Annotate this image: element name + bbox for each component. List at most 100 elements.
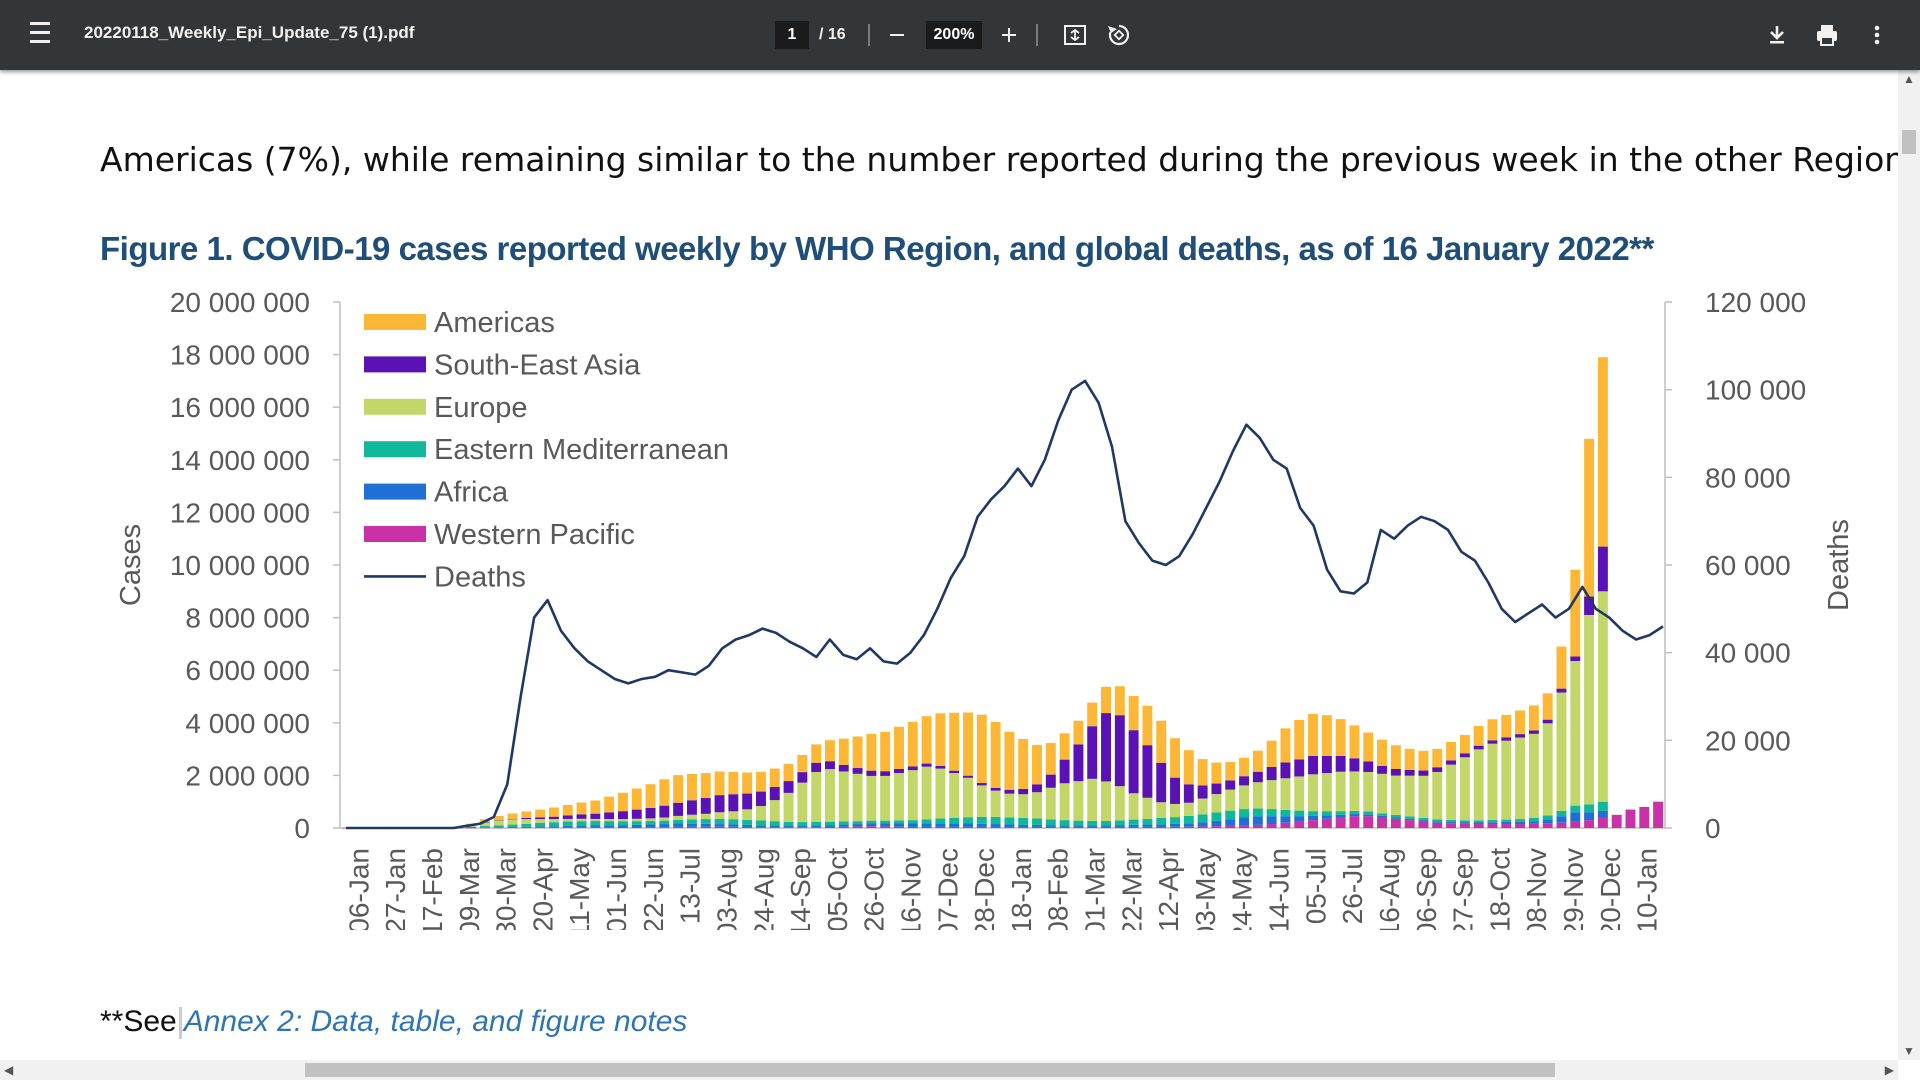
bar-segment bbox=[1183, 815, 1194, 824]
bar-segment bbox=[507, 824, 518, 827]
bar-segment bbox=[521, 811, 532, 819]
y2-tick-label: 0 bbox=[1705, 813, 1721, 844]
y2-tick-label: 40 000 bbox=[1705, 638, 1791, 669]
bar-segment bbox=[1528, 821, 1539, 824]
bar-segment bbox=[949, 770, 960, 774]
bar-segment bbox=[1045, 819, 1056, 826]
bar-segment bbox=[838, 824, 849, 827]
more-options-icon[interactable] bbox=[1862, 20, 1892, 50]
bar-segment bbox=[1349, 725, 1360, 759]
bar-segment bbox=[1542, 719, 1553, 724]
x-tick-label: 10-Jan bbox=[1632, 848, 1663, 930]
bar-segment bbox=[659, 820, 670, 825]
bar-segment bbox=[576, 818, 587, 822]
bar-segment bbox=[1542, 823, 1553, 828]
print-icon[interactable] bbox=[1812, 20, 1842, 50]
bar-segment bbox=[1335, 719, 1346, 756]
zoom-level[interactable]: 200% bbox=[926, 21, 982, 49]
bar-segment bbox=[728, 819, 739, 825]
bar-segment bbox=[1225, 761, 1236, 781]
bar-segment bbox=[1170, 777, 1180, 804]
bar-segment bbox=[963, 817, 973, 824]
bar-segment bbox=[1390, 814, 1401, 818]
bar-segment bbox=[1321, 818, 1332, 828]
bar-segment bbox=[1266, 824, 1277, 828]
page-number-input[interactable]: 1 bbox=[775, 21, 809, 49]
bar-segment bbox=[673, 802, 684, 816]
bar-segment bbox=[1597, 810, 1608, 818]
y2-tick-label: 100 000 bbox=[1705, 375, 1806, 406]
rotate-icon[interactable] bbox=[1104, 20, 1134, 50]
bar-segment bbox=[1459, 823, 1470, 828]
annex-link[interactable]: Annex 2: Data, table, and figure notes bbox=[183, 1005, 688, 1038]
bar-segment bbox=[507, 813, 518, 819]
bar-segment bbox=[1363, 811, 1374, 815]
vertical-scrollbar[interactable]: ▲ ▼ bbox=[1898, 70, 1920, 1060]
bar-segment bbox=[1128, 819, 1139, 825]
bar-segment bbox=[1280, 762, 1291, 779]
scroll-up-icon[interactable]: ▲ bbox=[1903, 72, 1915, 86]
bar-segment bbox=[1183, 750, 1194, 785]
bar-segment bbox=[535, 819, 546, 824]
zoom-out-icon[interactable] bbox=[882, 20, 912, 50]
bar-segment bbox=[590, 827, 601, 828]
scroll-left-icon[interactable]: ◀ bbox=[4, 1063, 14, 1077]
horizontal-scrollbar[interactable]: ◀ ▶ bbox=[0, 1060, 1898, 1080]
y-axis-title: Cases bbox=[115, 524, 147, 606]
bar-segment bbox=[1459, 734, 1470, 754]
bar-segment bbox=[548, 816, 559, 820]
bar-segment bbox=[1170, 803, 1180, 818]
bar-segment bbox=[1045, 743, 1056, 775]
bar-segment bbox=[700, 813, 711, 820]
menu-icon[interactable] bbox=[28, 22, 56, 48]
legend-label: Africa bbox=[434, 477, 509, 509]
bar-segment bbox=[1045, 825, 1056, 827]
bar-segment bbox=[1045, 787, 1056, 820]
bar-segment bbox=[1211, 762, 1222, 784]
bar-segment bbox=[1556, 822, 1567, 828]
bar-segment bbox=[1114, 686, 1125, 716]
bar-segment bbox=[1597, 801, 1608, 811]
bar-segment bbox=[1308, 713, 1319, 756]
x-tick-label: 09-Mar bbox=[454, 848, 485, 930]
bar-segment bbox=[1570, 812, 1581, 822]
legend-swatch bbox=[364, 398, 426, 415]
bar-segment bbox=[1211, 820, 1222, 827]
bar-segment bbox=[1390, 818, 1401, 828]
bar-segment bbox=[1004, 789, 1015, 794]
bar-segment bbox=[1142, 797, 1153, 819]
download-icon[interactable] bbox=[1762, 20, 1792, 50]
bar-segment bbox=[479, 822, 490, 827]
bar-segment bbox=[659, 817, 670, 821]
horizontal-scroll-thumb[interactable] bbox=[305, 1063, 1555, 1077]
footnote-prefix: **See bbox=[100, 1005, 177, 1038]
fit-page-icon[interactable] bbox=[1060, 20, 1090, 50]
scroll-right-icon[interactable]: ▶ bbox=[1884, 1063, 1894, 1077]
zoom-in-icon[interactable] bbox=[994, 20, 1024, 50]
bar-segment bbox=[1225, 819, 1236, 826]
bar-segment bbox=[493, 827, 504, 829]
bar-segment bbox=[507, 827, 518, 829]
legend-swatch bbox=[364, 526, 426, 542]
x-tick-label: 05-Jul bbox=[1300, 848, 1331, 924]
bar-segment bbox=[1059, 759, 1070, 784]
x-tick-label: 06-Sep bbox=[1411, 848, 1442, 930]
bar-segment bbox=[1018, 794, 1029, 818]
x-tick-label: 16-Nov bbox=[895, 848, 926, 930]
scroll-down-icon[interactable]: ▼ bbox=[1903, 1044, 1915, 1058]
bar-segment bbox=[1584, 596, 1595, 615]
bar-segment bbox=[1335, 814, 1346, 818]
legend-swatch bbox=[364, 483, 426, 500]
bar-segment bbox=[1528, 823, 1539, 828]
bar-segment bbox=[617, 827, 628, 828]
bar-segment bbox=[1156, 818, 1167, 825]
bar-segment bbox=[1597, 817, 1608, 828]
bar-segment bbox=[1570, 569, 1581, 657]
bar-segment bbox=[1321, 815, 1332, 819]
x-tick-label: 06-Jan bbox=[343, 848, 374, 930]
vertical-scroll-thumb[interactable] bbox=[1902, 130, 1916, 154]
document-viewer[interactable]: Americas (7%), while remaining similar t… bbox=[0, 70, 1920, 1080]
bar-segment bbox=[1639, 806, 1650, 828]
bar-segment bbox=[576, 814, 587, 819]
bar-segment bbox=[1101, 826, 1111, 828]
